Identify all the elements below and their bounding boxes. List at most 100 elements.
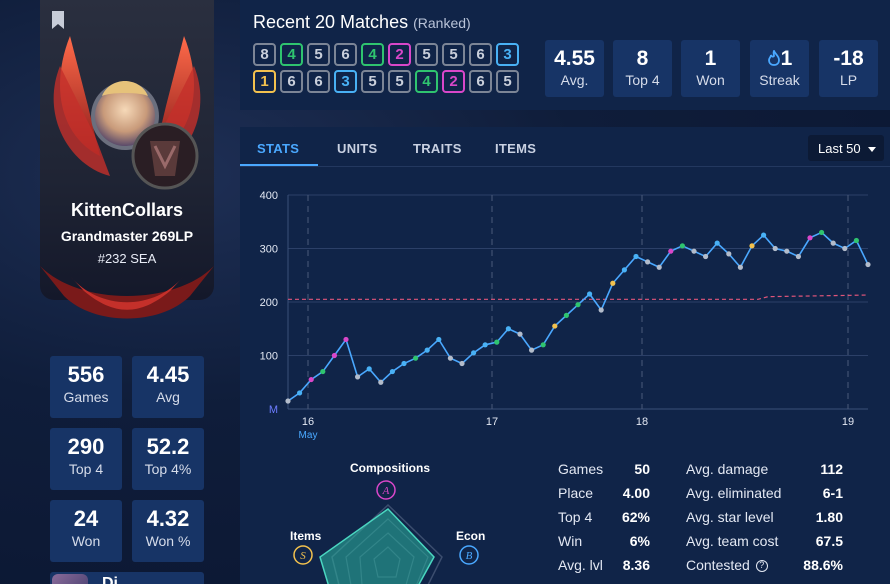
tab-stats[interactable]: STATS [257, 141, 300, 156]
placement-badge[interactable]: 2 [388, 43, 411, 66]
data-point [366, 366, 372, 372]
period-dropdown[interactable]: Last 50 [808, 135, 884, 161]
grade-badge-items: S [293, 545, 313, 565]
data-point [749, 243, 755, 249]
recent-won: 1 Won [681, 40, 740, 97]
data-point [668, 248, 674, 254]
stats-panel: STATS UNITS TRAITS ITEMS Last 50 400 300 2… [240, 127, 890, 584]
stat-value: 67.5 [815, 533, 843, 549]
help-icon[interactable]: ? [755, 560, 768, 573]
avatar [52, 574, 88, 584]
stat-label: Top 4 [558, 509, 593, 525]
stat-value: 6% [629, 533, 650, 549]
placement-badge[interactable]: 4 [280, 43, 303, 66]
x-tick-label: 17 [486, 416, 498, 428]
data-point [819, 229, 825, 236]
placement-badge[interactable]: 2 [442, 70, 465, 93]
placement-badge[interactable]: 5 [496, 70, 519, 93]
tab-units[interactable]: UNITS [337, 141, 378, 156]
data-point [529, 347, 535, 353]
data-point [656, 264, 662, 270]
data-point [505, 326, 511, 332]
tab-bar: STATS UNITS TRAITS ITEMS Last 50 [240, 127, 890, 167]
data-point [587, 291, 593, 297]
tab-traits[interactable]: TRAITS [413, 141, 462, 156]
data-point [413, 355, 419, 361]
stat-won: 24 Won [50, 500, 122, 562]
placement-badge[interactable]: 6 [307, 70, 330, 93]
stat-top4: 290 Top 4 [50, 428, 122, 490]
stat-value: 8.36 [622, 557, 650, 573]
radar-label-items: Items [290, 529, 322, 543]
stat-won-percent: 4.32 Won % [132, 500, 204, 562]
placement-badge[interactable]: 5 [442, 43, 465, 66]
y-tick-label: 200 [260, 297, 278, 309]
performance-radar [319, 503, 443, 584]
placement-badge[interactable]: 3 [334, 70, 357, 93]
next-card-partial[interactable]: Di [50, 572, 204, 584]
bookmark-icon[interactable] [50, 10, 66, 30]
placement-badge[interactable]: 5 [361, 70, 384, 93]
data-point [679, 243, 685, 249]
lp-history-chart: 400 300 200 100 M 16 17 18 19 May [260, 190, 871, 441]
ladder-rank: #232 SEA [97, 251, 157, 266]
rank-text: Grandmaster 269LP [60, 228, 194, 244]
data-point [355, 374, 361, 380]
y-tick-label: 100 [260, 351, 278, 363]
placement-badge[interactable]: 5 [415, 43, 438, 66]
placement-badge[interactable]: 8 [253, 43, 276, 66]
placement-badge[interactable]: 6 [469, 43, 492, 66]
stat-label: Avg. team cost [686, 533, 779, 549]
data-point [436, 336, 442, 343]
data-point [621, 267, 627, 273]
data-point [517, 331, 523, 337]
placement-badge[interactable]: 6 [469, 70, 492, 93]
active-tab-indicator [240, 164, 318, 166]
x-tick-sublabel: May [299, 430, 318, 441]
stat-label: Avg. lvl [558, 557, 603, 573]
x-tick-label: 18 [636, 416, 648, 428]
stat-label: Place [558, 485, 594, 501]
data-point [459, 360, 465, 367]
radar-label-compositions: Compositions [350, 461, 430, 475]
placement-badge[interactable]: 1 [253, 70, 276, 93]
x-tick-label: 19 [842, 416, 854, 428]
placement-badge[interactable]: 5 [307, 43, 330, 66]
y-tick-label: M [269, 404, 278, 416]
data-point [552, 323, 558, 329]
grade-badge-compositions: A [376, 480, 396, 500]
svg-text:A: A [382, 485, 390, 497]
placement-badge[interactable]: 4 [361, 43, 384, 66]
data-point [447, 355, 453, 361]
data-point [772, 245, 778, 252]
data-point [795, 253, 802, 260]
data-point [633, 253, 639, 260]
data-point [540, 342, 546, 348]
placement-badge[interactable]: 3 [496, 43, 519, 66]
y-tick-label: 400 [260, 190, 278, 202]
lp-series-line [287, 231, 869, 402]
placement-badge[interactable]: 4 [415, 70, 438, 93]
placement-badge[interactable]: 6 [280, 70, 303, 93]
stat-label: Win [558, 533, 583, 549]
recent-title: Recent 20 Matches (Ranked) [253, 12, 471, 32]
placement-badge[interactable]: 5 [388, 70, 411, 93]
data-point [575, 302, 581, 308]
recent-streak: 1 Streak [750, 40, 809, 97]
stat-top4-percent: 52.2 Top 4% [132, 428, 204, 490]
stat-label: Games [558, 461, 604, 477]
svg-text:B: B [466, 550, 473, 562]
data-point [424, 347, 430, 353]
data-point [285, 398, 291, 404]
placement-badge[interactable]: 6 [334, 43, 357, 66]
data-point [853, 237, 860, 244]
data-point [726, 251, 732, 257]
svg-text:S: S [300, 550, 306, 562]
tab-items[interactable]: ITEMS [495, 141, 537, 156]
data-point [308, 376, 314, 383]
data-point [645, 259, 651, 265]
stat-value: 6-1 [822, 485, 843, 501]
y-tick-label: 300 [260, 244, 278, 256]
